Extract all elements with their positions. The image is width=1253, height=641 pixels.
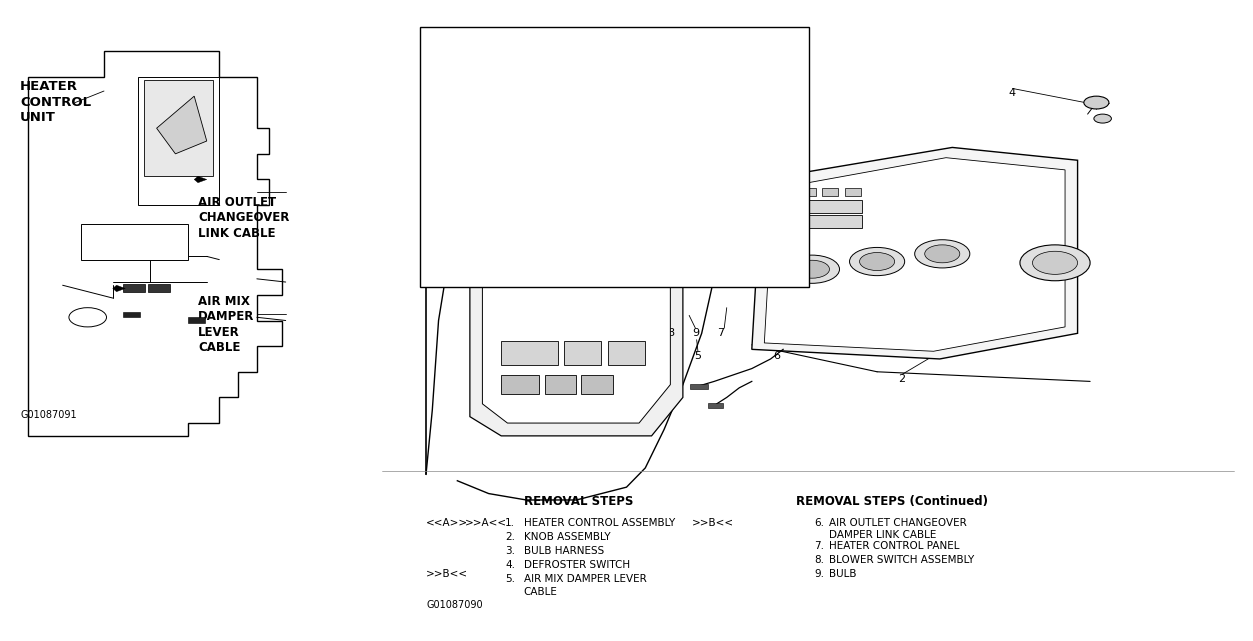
Circle shape	[925, 245, 960, 263]
Circle shape	[784, 255, 840, 283]
Bar	[608, 341, 645, 365]
Circle shape	[794, 260, 829, 278]
Text: 5: 5	[694, 351, 702, 362]
Text: 5.: 5.	[505, 574, 515, 585]
Text: Radio and Tape Player Removal and Installation: Radio and Tape Player Removal and Instal…	[446, 98, 662, 107]
Text: 3: 3	[635, 328, 643, 338]
Text: Pre-removal and Post-installation Operation: Pre-removal and Post-installation Operat…	[432, 40, 675, 51]
Polygon shape	[470, 179, 683, 436]
Circle shape	[1094, 114, 1111, 123]
Text: KNOB ASSEMBLY: KNOB ASSEMBLY	[524, 532, 610, 542]
Bar	[774, 215, 862, 228]
Text: Instrument Panel Center Reinforcement Removal and
Installation. See INSTRUMENT P: Instrument Panel Center Reinforcement Re…	[446, 143, 688, 163]
Text: >>B<<: >>B<<	[692, 518, 734, 528]
Text: HEATER
CONTROL
UNIT: HEATER CONTROL UNIT	[20, 80, 91, 124]
Bar	[690, 384, 708, 389]
Text: >>A<<: >>A<<	[465, 518, 507, 528]
Text: •: •	[436, 170, 441, 179]
Bar	[774, 200, 862, 213]
Text: AIR OUTLET CHANGEOVER
DAMPER LINK CABLE: AIR OUTLET CHANGEOVER DAMPER LINK CABLE	[829, 518, 967, 540]
Text: 1: 1	[660, 374, 668, 385]
Text: DEFROSTER SWITCH: DEFROSTER SWITCH	[524, 560, 630, 570]
Polygon shape	[764, 158, 1065, 351]
Polygon shape	[138, 77, 219, 205]
Text: •: •	[436, 98, 441, 107]
Bar	[123, 312, 140, 317]
Bar	[501, 341, 558, 365]
Circle shape	[915, 240, 970, 268]
Polygon shape	[752, 147, 1078, 359]
Polygon shape	[482, 205, 670, 423]
Bar	[545, 375, 576, 394]
Bar	[708, 403, 723, 408]
Polygon shape	[113, 285, 125, 292]
Bar	[777, 188, 793, 196]
Text: Floor Console Removal and Installation. See
FLOOR CONSOLE  ASSEMBLY.: Floor Console Removal and Installation. …	[446, 116, 645, 137]
Text: HEATER CONTROL PANEL: HEATER CONTROL PANEL	[829, 541, 960, 551]
Text: >>B<<: >>B<<	[426, 569, 469, 579]
Text: BULB HARNESS: BULB HARNESS	[524, 546, 604, 556]
Text: BULB: BULB	[829, 569, 857, 579]
Text: •: •	[436, 116, 441, 125]
Bar	[148, 284, 170, 292]
Text: •: •	[436, 143, 441, 152]
Bar	[822, 188, 838, 196]
Polygon shape	[144, 80, 213, 176]
Text: 1.: 1.	[505, 518, 515, 528]
Bar	[581, 375, 613, 394]
Text: HEATER CONTROL ASSEMBLY: HEATER CONTROL ASSEMBLY	[524, 518, 675, 528]
Text: AIR MIX
DAMPER
LEVER
CABLE: AIR MIX DAMPER LEVER CABLE	[198, 295, 254, 354]
Bar	[501, 375, 539, 394]
Text: 8.: 8.	[814, 555, 824, 565]
Text: REMOVAL STEPS: REMOVAL STEPS	[524, 495, 633, 508]
Text: Foot Duct (LH) Removal and Installation.: Foot Duct (LH) Removal and Installation.	[446, 170, 629, 179]
Text: 2: 2	[898, 374, 906, 385]
Text: 7: 7	[717, 328, 724, 338]
Circle shape	[69, 308, 107, 327]
Text: AIR OUTLET
CHANGEOVER
LINK CABLE: AIR OUTLET CHANGEOVER LINK CABLE	[198, 196, 289, 240]
Text: BLOWER SWITCH ASSEMBLY: BLOWER SWITCH ASSEMBLY	[829, 555, 975, 565]
Bar	[799, 188, 816, 196]
Text: 6: 6	[773, 351, 781, 362]
Polygon shape	[194, 176, 207, 183]
Text: Center Panel Assembly, Front Driver’s Side Under Cover
and Front Passenger’s Sid: Center Panel Assembly, Front Driver’s Si…	[446, 54, 699, 87]
Text: 8: 8	[667, 328, 674, 338]
Text: 4: 4	[1009, 88, 1016, 98]
Polygon shape	[157, 96, 207, 154]
Bar	[845, 188, 861, 196]
Circle shape	[860, 253, 895, 271]
Text: REMOVAL STEPS (Continued): REMOVAL STEPS (Continued)	[796, 495, 987, 508]
Text: G01087090: G01087090	[426, 600, 482, 610]
Circle shape	[1032, 251, 1078, 274]
Text: G01087091: G01087091	[20, 410, 76, 420]
Text: 9.: 9.	[814, 569, 824, 579]
FancyBboxPatch shape	[420, 27, 809, 287]
Text: 2.: 2.	[505, 532, 515, 542]
Text: 4.: 4.	[505, 560, 515, 570]
Text: 9: 9	[692, 328, 699, 338]
Circle shape	[850, 247, 905, 276]
Text: <<A>>: <<A>>	[426, 518, 469, 528]
Polygon shape	[28, 51, 282, 436]
Text: •: •	[436, 54, 441, 63]
Bar	[123, 284, 145, 292]
Bar	[81, 224, 188, 260]
Bar	[564, 341, 601, 365]
Circle shape	[1084, 96, 1109, 109]
Text: AIR MIX DAMPER LEVER
CABLE: AIR MIX DAMPER LEVER CABLE	[524, 574, 647, 597]
Text: 6.: 6.	[814, 518, 824, 528]
Text: 7.: 7.	[814, 541, 824, 551]
Bar	[188, 317, 205, 323]
Circle shape	[1020, 245, 1090, 281]
Text: 3.: 3.	[505, 546, 515, 556]
